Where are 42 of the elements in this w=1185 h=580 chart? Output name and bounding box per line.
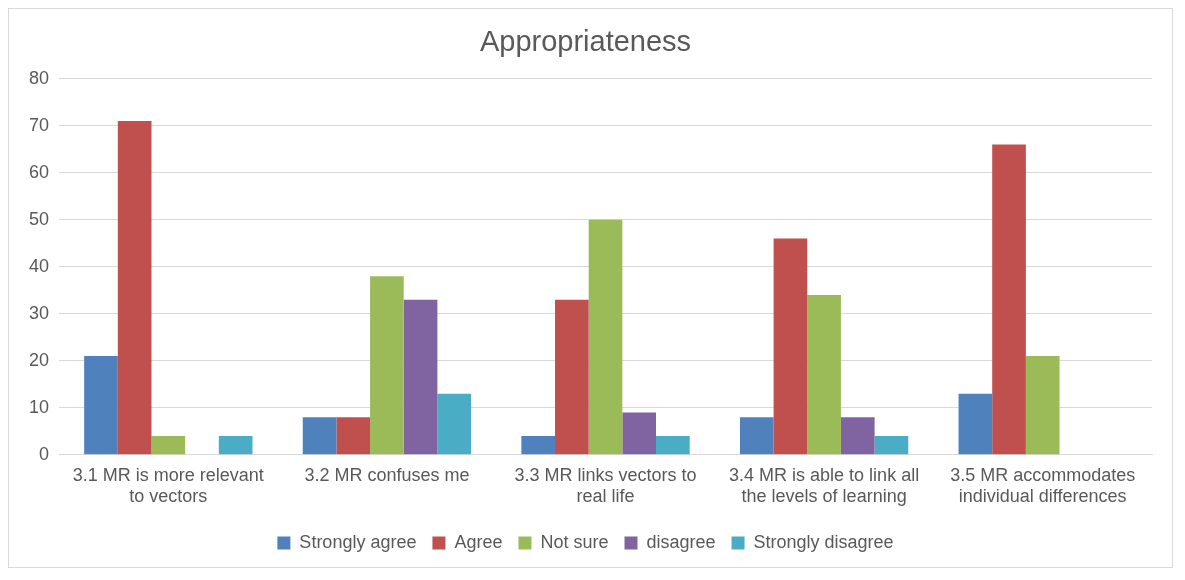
bar [336,417,371,455]
x-tick-label: 3.5 MR accommodates individual differences [950,464,1136,507]
bar [555,299,589,455]
legend-label: Agree [454,531,503,552]
bar [521,436,556,455]
x-tick-label: 3.3 MR links vectors to real life [514,464,697,507]
y-tick-label: 50 [28,208,50,229]
bar [1025,356,1060,455]
bar [437,393,472,455]
bar [840,417,875,455]
bar [739,417,774,455]
legend-label: Not sure [540,531,609,552]
y-tick-label: 80 [28,67,50,88]
bar [302,417,337,455]
bar [403,299,438,455]
y-tick-label: 70 [28,114,50,135]
bar [958,393,993,455]
bar [807,295,841,455]
bar [656,436,690,455]
y-tick-label: 40 [28,255,50,276]
y-tick-label: 20 [28,349,50,370]
x-tick-label: 3.2 MR confuses me [304,464,470,485]
x-tick-label: 3.1 MR is more relevant to vectors [72,464,264,507]
bar [151,436,186,455]
x-tick-label: 3.4 MR is able to link all the levels of learning [729,464,920,507]
bar [773,238,808,455]
bar [588,219,623,455]
bar [84,356,118,455]
y-tick-label: 10 [28,396,50,417]
legend-label: Strongly disagree [753,531,894,552]
y-tick-label: 60 [28,161,50,182]
y-tick-label: 0 [39,443,50,464]
y-tick-label: 30 [28,302,50,323]
bar [370,276,404,455]
bar [874,436,909,455]
bar [622,412,657,455]
bar [117,121,152,455]
legend-label: Strongly agree [299,531,417,552]
bar [218,436,253,455]
bar [992,144,1026,455]
chart-title: Appropriateness [479,25,692,58]
legend-label: disagree [646,531,716,552]
